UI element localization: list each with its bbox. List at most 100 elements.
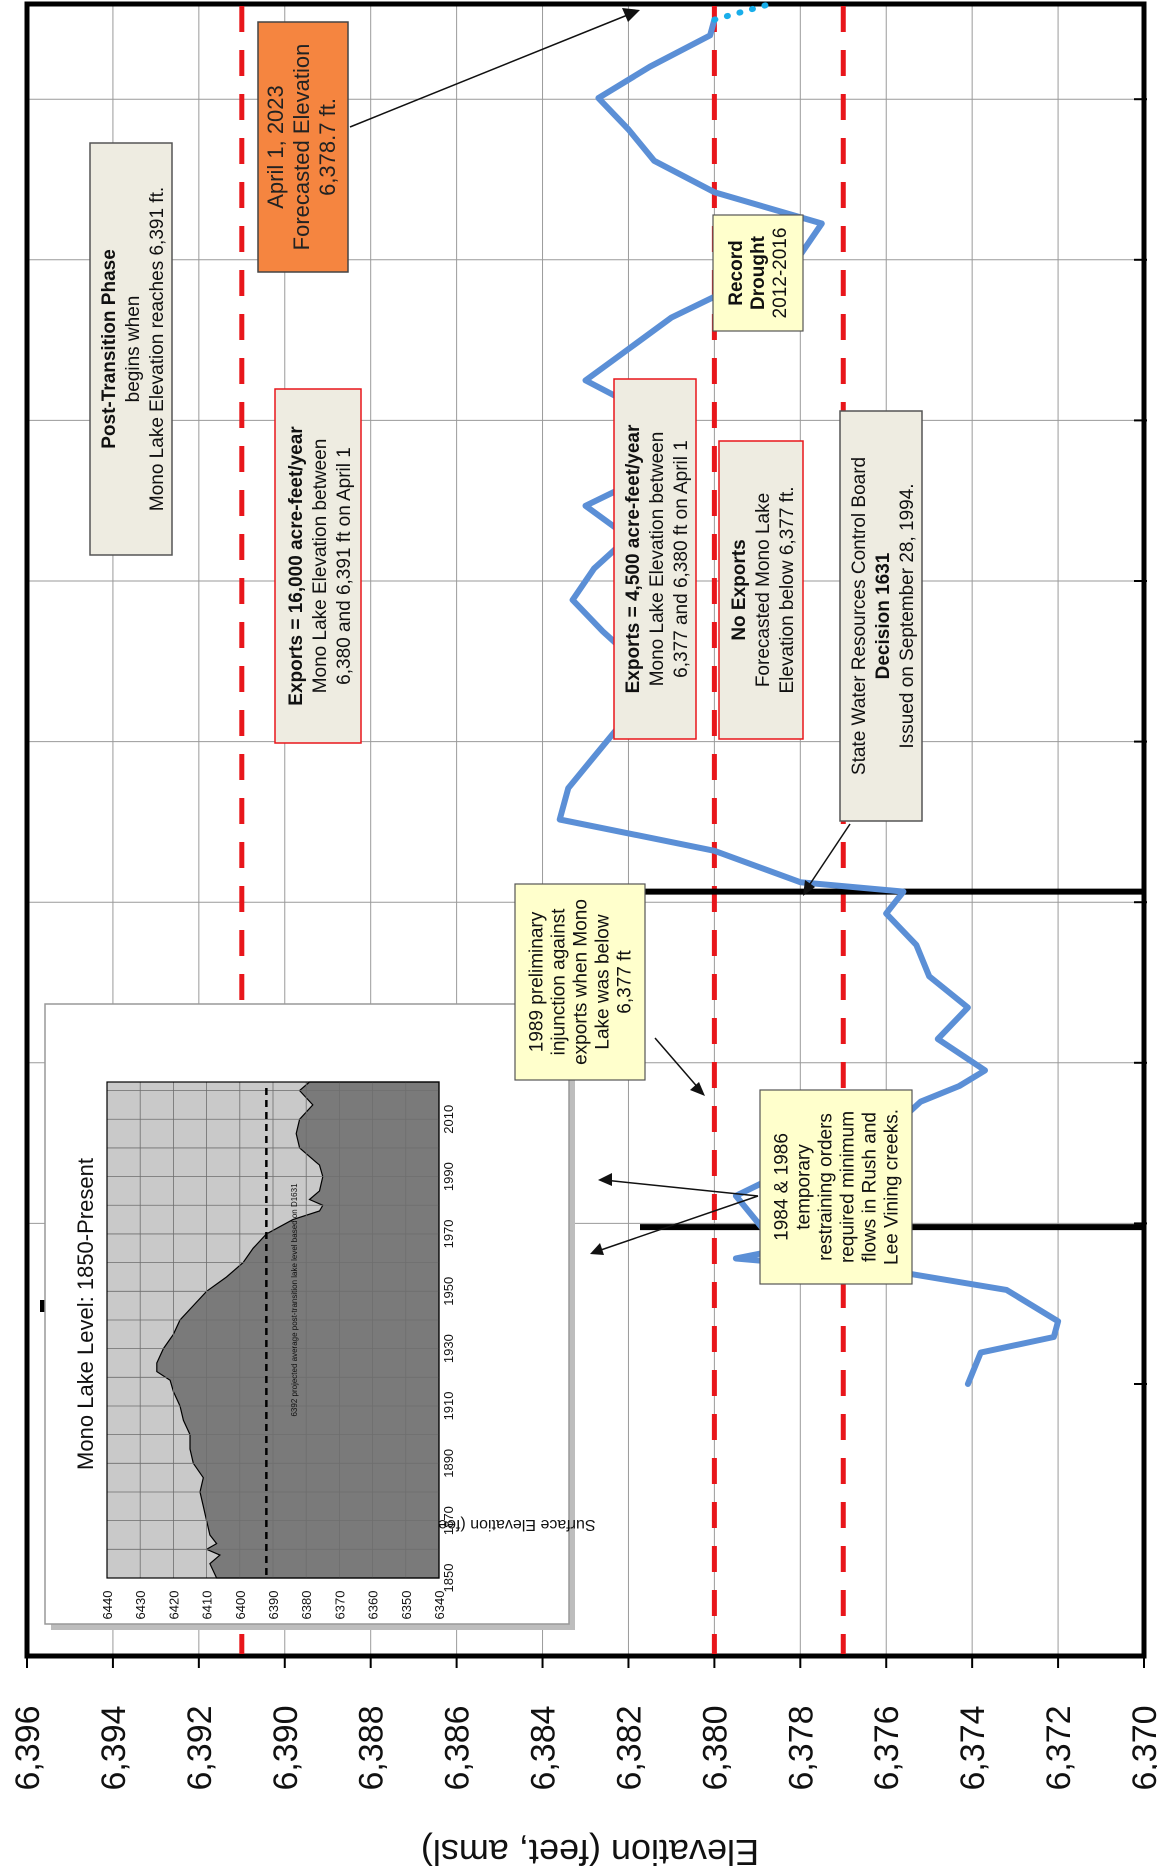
inset-x-tick-label: 1990 [441, 1162, 456, 1191]
injunction-line: 6,377 ft [615, 950, 636, 1014]
inset-x-tick-label: 1850 [441, 1564, 456, 1593]
decision-arrowhead [803, 880, 815, 896]
inset-x-tick-labels: 1850 1870 1890 1910 1930 1950 1970 1990 2010 [441, 1105, 456, 1593]
exports-4500-line3: 6,377 and 6,380 ft on April 1 [671, 440, 692, 678]
y-tick-label: 6,380 [696, 1705, 734, 1790]
restraining-arrow-2 [594, 1195, 759, 1253]
restraining-arrowhead-2 [590, 1243, 604, 1255]
exports-16000-line3: 6,380 and 6,391 ft on April 1 [334, 447, 355, 685]
inset-y-tick-label: 6400 [233, 1591, 248, 1620]
forecast-arrow [349, 11, 636, 128]
exports-4500-title: Exports = 4,500 acre-feet/year [623, 424, 644, 693]
y-tick-label: 6,388 [353, 1705, 391, 1790]
restraining-line: flows in Rush and [860, 1112, 881, 1262]
exports-16000-box [274, 388, 362, 744]
y-tick-label: 6,386 [439, 1705, 477, 1790]
no-exports-line2: Forecasted Mono Lake [753, 493, 774, 687]
restraining-box [759, 1089, 913, 1285]
y-tick-label: 6,394 [95, 1705, 133, 1790]
inset-y-axis-label: Surface Elevation (feet) [428, 1516, 595, 1533]
no-exports-title: No Exports [729, 539, 750, 640]
decision-arrow [805, 823, 851, 891]
post-transition-box [89, 142, 173, 556]
injunction-line: 1989 preliminary [527, 911, 548, 1052]
forecast-line3: 6,378.7 ft. [315, 98, 340, 196]
y-tick-label: 6,382 [610, 1705, 648, 1790]
inset-y-tick-label: 6420 [166, 1591, 181, 1620]
inset-y-tick-label: 6370 [332, 1591, 347, 1620]
annotation-restraining: 1984 & 1986 temporary restraining orders re… [590, 1089, 913, 1285]
inset-y-tick-label: 6380 [299, 1591, 314, 1620]
y-tick-label: 6,384 [525, 1705, 563, 1790]
y-tick-label: 6,372 [1040, 1705, 1078, 1790]
annotation-post-transition: Post-Transition Phase begins when Mono L… [89, 142, 173, 556]
injunction-line: exports when Mono [571, 899, 592, 1065]
restraining-line: 1984 & 1986 [772, 1133, 793, 1241]
forecast-series-line [711, 1, 774, 23]
record-drought-line1: Record [726, 240, 747, 305]
exports-16000-title: Exports = 16,000 acre-feet/year [286, 426, 307, 706]
no-exports-line3: Elevation below 6,377 ft. [777, 486, 798, 693]
annotation-exports-4500: Exports = 4,500 acre-feet/year Mono Lake… [613, 378, 697, 740]
post-transition-title: Post-Transition Phase [99, 249, 120, 449]
annotation-exports-16000: Exports = 16,000 acre-feet/year Mono Lak… [274, 388, 362, 744]
restraining-line: temporary [794, 1144, 815, 1230]
exports-4500-box [613, 378, 697, 740]
y-tick-label: 6,370 [1126, 1705, 1157, 1790]
inset-title: Mono Lake Level: 1850-Present [73, 1158, 98, 1470]
restraining-arrow-1 [603, 1179, 759, 1197]
annotation-decision-1631: State Water Resources Control Board Deci… [803, 410, 923, 896]
y-axis-label: Elevation (feet, amsl) [421, 1832, 759, 1868]
y-tick-label: 6,378 [782, 1705, 820, 1790]
forecast-box [257, 21, 349, 273]
injunction-line: Lake was below [593, 914, 614, 1049]
decision-line1: State Water Resources Control Board [849, 457, 870, 775]
restraining-line: restraining orders [816, 1113, 837, 1261]
inset-y-tick-label: 6430 [133, 1591, 148, 1620]
inset-y-tick-label: 6440 [100, 1591, 115, 1620]
forecast-line1: April 1, 2023 [263, 85, 288, 209]
inset-plot-area [106, 1081, 440, 1579]
inset-y-tick-label: 6340 [432, 1591, 447, 1620]
y-tick-label: 6,396 [9, 1705, 47, 1790]
injunction-arrow [654, 1037, 701, 1091]
inset-x-tick-label: 1870 [441, 1506, 456, 1535]
record-drought-line3: 2012-2016 [770, 228, 791, 319]
injunction-arrowhead [690, 1082, 705, 1096]
y-tick-label: 6,376 [868, 1705, 906, 1790]
inset-y-tick-label: 6390 [266, 1591, 281, 1620]
y-axis-tick-labels: 6,370 6,372 6,374 6,376 6,378 6,380 6,382 6,384… [9, 1656, 1157, 1791]
annotation-record-drought: Record Drought 2012-2016 [712, 214, 804, 332]
inset-x-tick-label: 1930 [441, 1334, 456, 1363]
annotation-forecast: April 1, 2023 Forecasted Elevation 6,378… [257, 8, 640, 273]
inset-y-tick-labels: 6340 6350 6360 6370 6380 6390 6400 6410 6420 6430… [100, 1591, 447, 1620]
inset-x-tick-label: 1950 [441, 1277, 456, 1306]
restraining-line: Lee Vining creeks. [882, 1109, 903, 1265]
forecast-line2: Forecasted Elevation [289, 44, 314, 251]
inset-x-tick-label: 2010 [441, 1105, 456, 1134]
y-tick-label: 6,390 [267, 1705, 305, 1790]
no-exports-box [718, 440, 804, 740]
inset-x-tick-label: 1910 [441, 1392, 456, 1421]
injunction-box [514, 883, 646, 1081]
inset-y-tick-label: 6410 [200, 1591, 215, 1620]
decision-box [839, 410, 923, 822]
restraining-line: required minimum [838, 1111, 859, 1263]
decision-line3: Issued on September 28, 1994. [897, 483, 918, 748]
record-drought-box [712, 214, 804, 332]
inset-y-tick-label: 6350 [399, 1591, 414, 1620]
post-transition-line2: begins when [123, 296, 144, 403]
post-transition-line3: Mono Lake Elevation reaches 6,391 ft. [147, 187, 168, 511]
exports-4500-line2: Mono Lake Elevation between [647, 432, 668, 687]
inset-plot-frame [106, 1081, 440, 1579]
forecast-arrowhead [622, 8, 640, 22]
y-tick-label: 6,374 [954, 1705, 992, 1790]
inset-chart: Mono Lake Level: 1850-Present Surface El… [44, 1003, 596, 1630]
exports-16000-line2: Mono Lake Elevation between [310, 439, 331, 694]
annotation-no-exports: No Exports Forecasted Mono Lake Elevatio… [718, 440, 804, 740]
decision-title: Decision 1631 [873, 552, 894, 679]
inset-x-tick-label: 1970 [441, 1219, 456, 1248]
inset-x-tick-label: 1890 [441, 1449, 456, 1478]
